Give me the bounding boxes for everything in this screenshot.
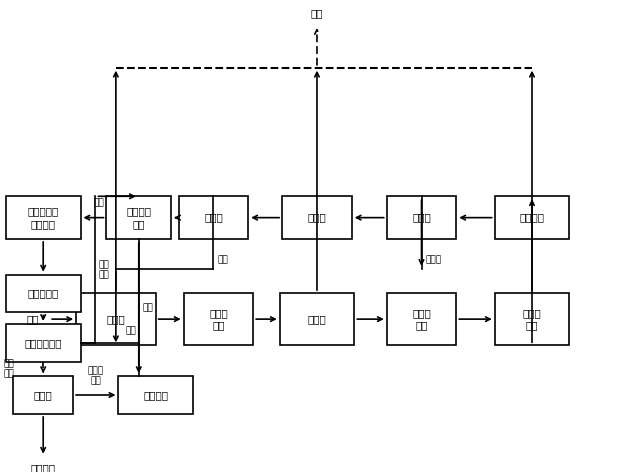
Text: 残渣外运: 残渣外运	[30, 464, 56, 472]
Text: 淡水: 淡水	[143, 303, 153, 312]
Text: 污泥: 污泥	[310, 8, 323, 18]
Bar	[13, 376, 73, 414]
Text: 回用水池: 回用水池	[143, 390, 168, 400]
Text: 原水: 原水	[27, 314, 40, 324]
Text: 淡水: 淡水	[125, 326, 136, 335]
Bar	[6, 275, 81, 312]
Text: 浓水: 浓水	[217, 255, 228, 264]
Bar	[387, 196, 456, 239]
Bar	[119, 376, 193, 414]
Text: 浓水: 浓水	[94, 198, 104, 207]
Text: 浓水诱导加
速结晶池: 浓水诱导加 速结晶池	[27, 206, 59, 229]
Text: 蒸发器: 蒸发器	[34, 390, 53, 400]
Text: 超滤膜: 超滤膜	[204, 213, 223, 223]
Text: 炭滤器: 炭滤器	[307, 213, 327, 223]
Bar	[495, 196, 569, 239]
Text: 一级反渗
透膜: 一级反渗 透膜	[126, 206, 152, 229]
Bar	[179, 196, 248, 239]
Text: 保安过滤器: 保安过滤器	[27, 288, 59, 298]
Bar	[6, 196, 81, 239]
Bar	[184, 293, 253, 345]
Text: 除钙反
应池: 除钙反 应池	[412, 308, 431, 330]
Text: 中间水池: 中间水池	[520, 213, 545, 223]
Bar	[6, 324, 81, 362]
Text: 调节池: 调节池	[106, 314, 125, 324]
Text: 蒸汽冷
凝水: 蒸汽冷 凝水	[88, 366, 104, 386]
Bar	[279, 293, 355, 345]
Bar	[387, 293, 456, 345]
Bar	[282, 196, 352, 239]
Text: 砂滤器: 砂滤器	[412, 213, 431, 223]
Text: 二级沉
淀池: 二级沉 淀池	[523, 308, 542, 330]
Text: 冲洗水: 冲洗水	[425, 255, 442, 264]
Text: 反渗透浓缩膜: 反渗透浓缩膜	[24, 338, 62, 348]
Bar	[76, 293, 156, 345]
Bar	[106, 196, 171, 239]
Text: 沉淀池: 沉淀池	[307, 314, 327, 324]
Text: 少量
浓水: 少量 浓水	[3, 359, 14, 379]
Bar	[495, 293, 569, 345]
Text: 除氟反
应池: 除氟反 应池	[209, 308, 228, 330]
Text: 浓水
循环: 浓水 循环	[99, 260, 109, 279]
